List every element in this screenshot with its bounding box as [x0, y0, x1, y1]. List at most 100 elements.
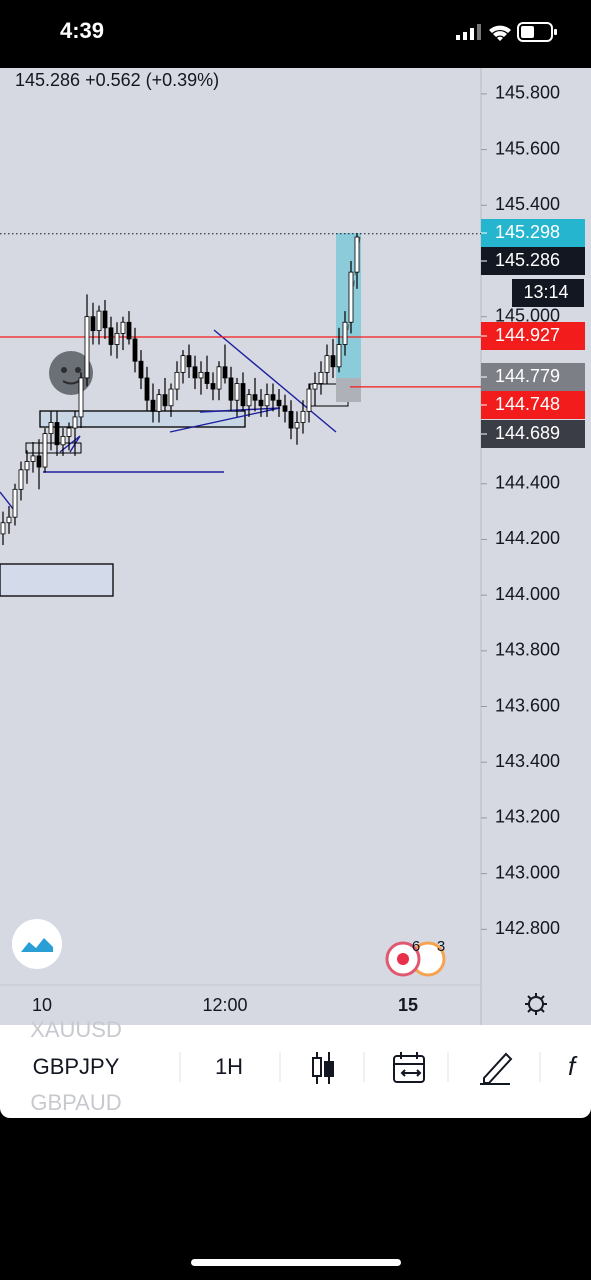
- candle-body: [114, 332, 120, 345]
- indicators-button[interactable]: f: [568, 1051, 578, 1081]
- quote: 145.286 +0.562 (+0.39%): [15, 70, 219, 90]
- candle-body: [30, 455, 36, 462]
- candle-body: [318, 371, 324, 384]
- candle-body: [198, 371, 204, 379]
- candle-body: [72, 416, 78, 429]
- candle-body: [276, 399, 282, 407]
- candle-body: [48, 422, 54, 435]
- alerts-badge[interactable]: 6 3: [385, 938, 446, 977]
- candle-body: [306, 388, 312, 412]
- candle-body: [216, 366, 222, 390]
- candle-body: [330, 355, 336, 368]
- candle-body: [210, 383, 216, 390]
- candle-body: [156, 394, 162, 412]
- candle-body: [294, 422, 300, 429]
- draw-button[interactable]: [480, 1052, 513, 1085]
- candle-body: [228, 377, 234, 401]
- status-icons: [456, 22, 557, 42]
- price-label: 143.800: [495, 640, 560, 660]
- candle-body: [18, 469, 24, 490]
- candle-body: [252, 394, 258, 401]
- chart-area: [0, 68, 481, 985]
- candle-body: [336, 344, 342, 368]
- clock: 4:39: [60, 18, 104, 43]
- price-label: 143.400: [495, 751, 560, 771]
- candle-body: [138, 360, 144, 379]
- settings-button[interactable]: [525, 993, 547, 1015]
- candle-body: [282, 405, 288, 412]
- price-label: 144.200: [495, 528, 560, 548]
- price-label: 143.600: [495, 695, 560, 715]
- price-tag-label: 144.779: [495, 366, 560, 386]
- home-indicator: [191, 1259, 401, 1266]
- price-tag: [481, 420, 585, 448]
- candle-body: [264, 394, 270, 407]
- next-symbol[interactable]: GBPAUD: [30, 1090, 121, 1115]
- candle-body: [90, 316, 96, 331]
- candle-body: [54, 422, 60, 446]
- time-axis: [0, 985, 481, 1025]
- candle-body: [234, 383, 240, 401]
- candle-body: [168, 388, 174, 407]
- candle-body: [348, 271, 354, 323]
- candle-body: [108, 327, 114, 345]
- price-tag-label: 145.286: [495, 250, 560, 270]
- interval[interactable]: 1H: [215, 1054, 243, 1079]
- price-tag-label: 144.689: [495, 423, 560, 443]
- price-tag-label: 145.298: [495, 222, 560, 242]
- candle-body: [258, 399, 264, 407]
- badge-count: 3: [437, 938, 445, 955]
- price-tag: [481, 363, 585, 391]
- candle-body: [186, 355, 192, 368]
- candle-body: [24, 461, 30, 471]
- candle-body: [144, 377, 150, 401]
- time-label: 12:00: [202, 995, 247, 1015]
- candle-body: [84, 316, 90, 379]
- candle-body: [0, 522, 6, 535]
- candle-body: [354, 236, 360, 273]
- logo-button[interactable]: [12, 919, 62, 969]
- price-label: 143.200: [495, 807, 560, 827]
- candle-body: [204, 371, 210, 384]
- candle-body: [246, 394, 252, 407]
- candle-body: [126, 321, 132, 340]
- price-tag: [481, 219, 585, 247]
- candle-body: [342, 321, 348, 345]
- compare-button[interactable]: [393, 1052, 425, 1083]
- candle-body: [270, 394, 276, 401]
- price-tag: [481, 391, 585, 419]
- candle-body: [132, 338, 138, 362]
- price-tag-label: 144.748: [495, 394, 560, 414]
- candle-body: [102, 310, 108, 329]
- candle-body: [120, 321, 126, 334]
- candle-body: [6, 516, 12, 524]
- candle-body: [288, 410, 294, 429]
- candle-body: [78, 377, 84, 418]
- price-label: 145.000: [495, 305, 560, 325]
- badge-count: 6: [412, 938, 420, 955]
- candle-body: [312, 383, 318, 390]
- price-label: 145.400: [495, 194, 560, 214]
- candle-body: [12, 488, 18, 518]
- price-tag: [481, 322, 585, 350]
- candle-body: [174, 371, 180, 390]
- candle-body: [180, 355, 186, 373]
- candle-body: [324, 355, 330, 373]
- candle-body: [192, 366, 198, 379]
- chart-type-button[interactable]: [312, 1052, 334, 1084]
- countdown: 13:14: [523, 282, 568, 302]
- price-label: 144.000: [495, 584, 560, 604]
- candle-body: [60, 436, 66, 446]
- price-label: 143.000: [495, 862, 560, 882]
- symbol[interactable]: GBPJPY: [33, 1054, 120, 1079]
- price-label: 145.800: [495, 83, 560, 103]
- price-label: 144.400: [495, 473, 560, 493]
- candle-body: [240, 383, 246, 407]
- time-label: 10: [32, 995, 52, 1015]
- prev-symbol[interactable]: XAUUSD: [30, 1017, 122, 1042]
- candle-body: [66, 427, 72, 437]
- candle-body: [36, 455, 42, 468]
- candle-body: [42, 433, 48, 468]
